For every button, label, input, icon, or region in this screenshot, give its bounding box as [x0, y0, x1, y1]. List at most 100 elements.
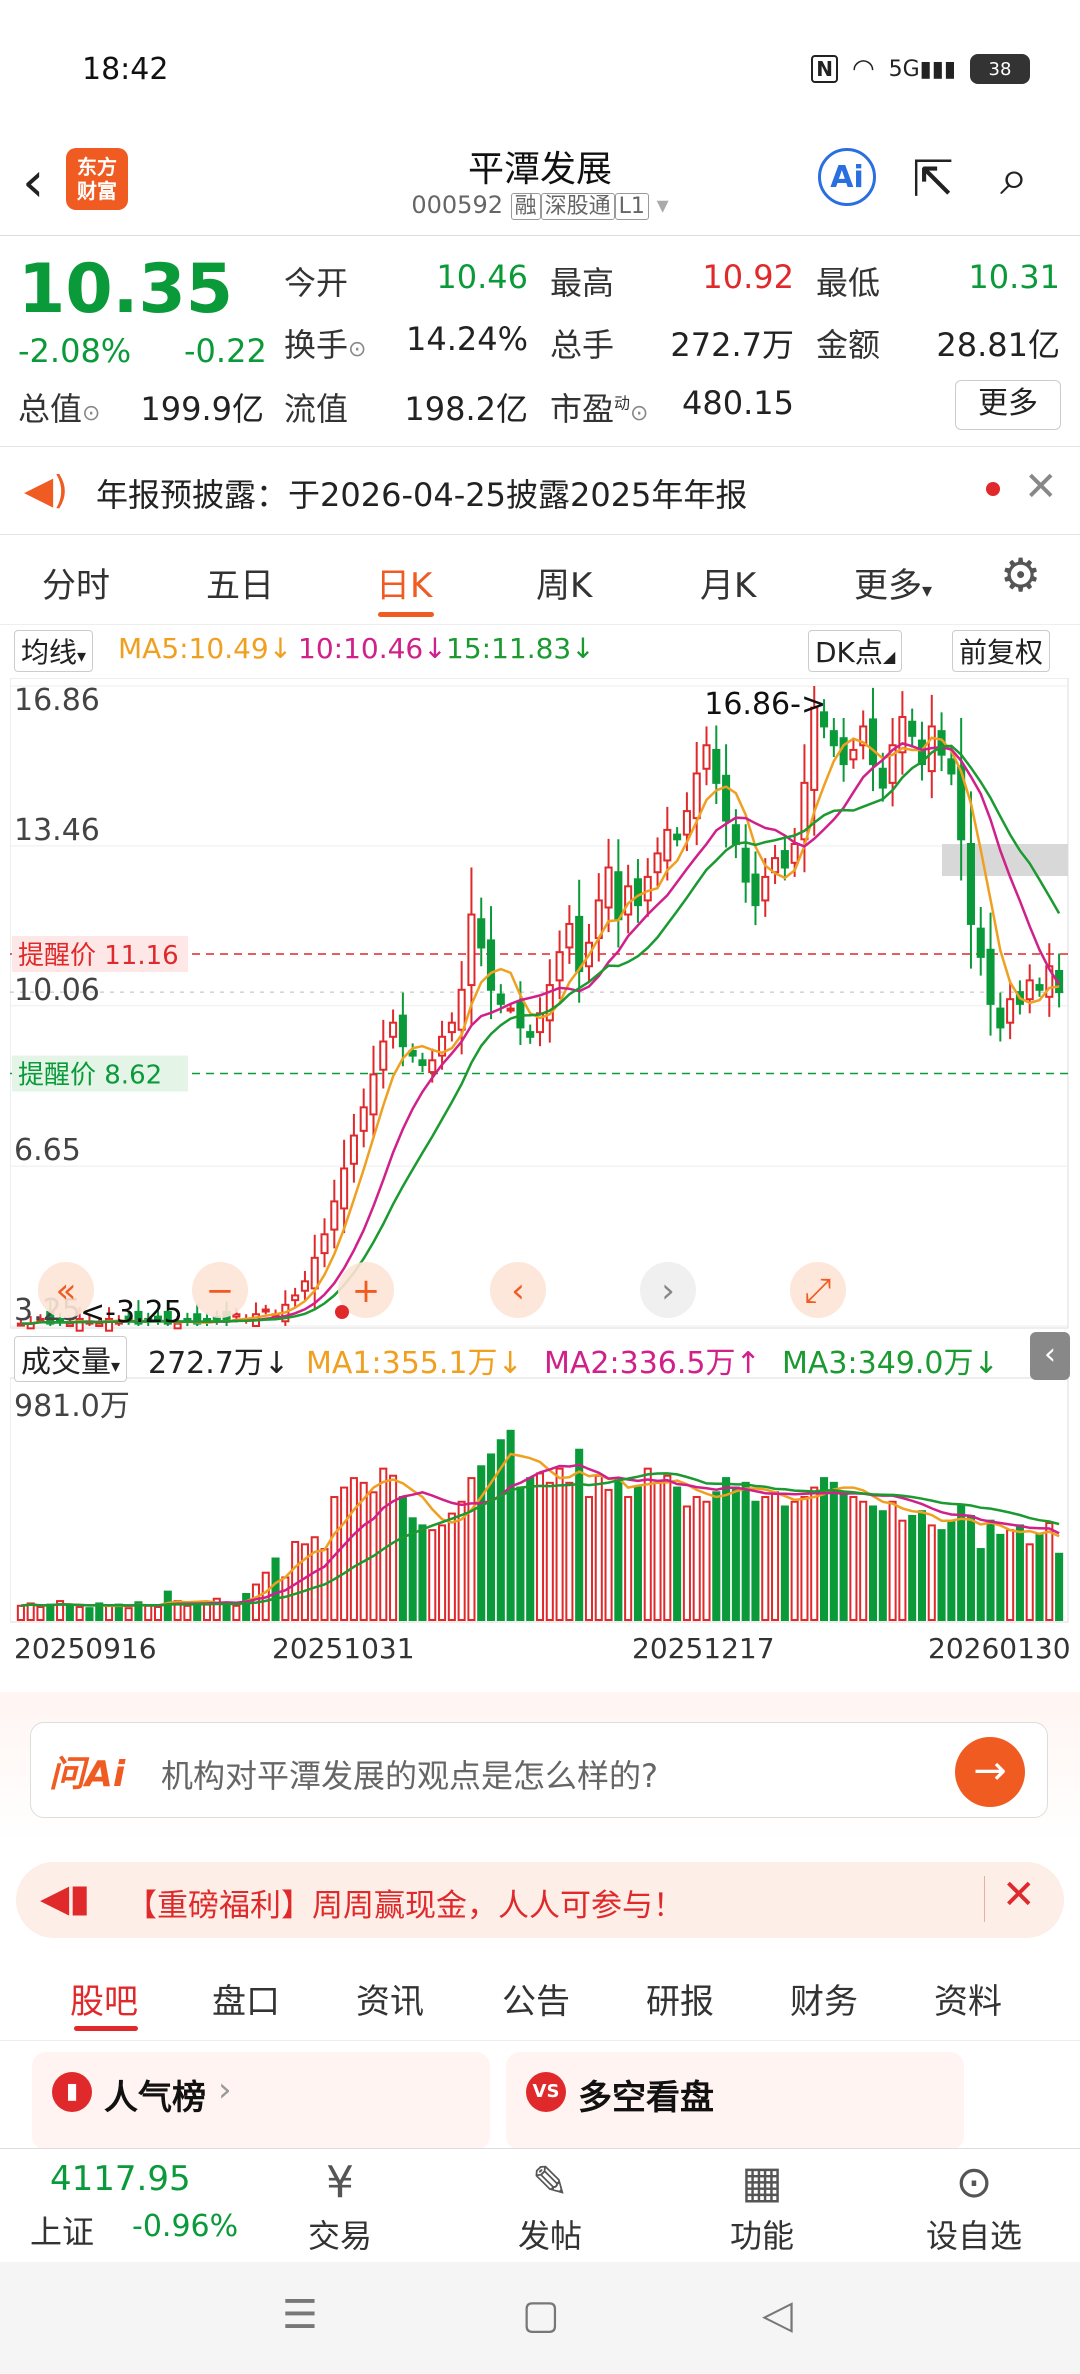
mktcap-label[interactable]: 总值⊙ — [18, 384, 100, 430]
settings-gear-icon[interactable]: ⚙ — [1000, 548, 1042, 602]
close-icon[interactable]: ✕ — [1002, 1872, 1036, 1918]
promo-banner[interactable]: ◀▮ 【重磅福利】周周赢现金，人人可参与！ ✕ — [16, 1862, 1064, 1938]
candle-body — [957, 765, 966, 841]
feature-cards: ▮ 人气榜 › VS 多空看盘 — [0, 2040, 1080, 2150]
popularity-card[interactable]: ▮ 人气榜 › — [32, 2052, 490, 2150]
candle-body — [555, 951, 564, 982]
nav-functions[interactable]: ▦ 功能 — [682, 2157, 842, 2257]
candle-body — [692, 772, 701, 820]
chart-controls[interactable]: « − + ‹ › ⤢ — [38, 1262, 846, 1319]
tab-news[interactable]: 资讯 — [356, 1982, 424, 2022]
step-right-icon[interactable]: › — [640, 1262, 696, 1318]
margin-tag: 融 — [510, 193, 541, 220]
close-icon[interactable]: ✕ — [1024, 464, 1058, 510]
candle-body — [418, 1059, 427, 1067]
app-logo[interactable]: 东方 财富 — [66, 148, 128, 210]
volume-bar — [584, 1496, 594, 1621]
status-bar: 18:42 N ◠ 5G▮▮▮ 38 — [0, 0, 1080, 140]
bull-bear-card[interactable]: VS 多空看盘 — [506, 2052, 964, 2150]
zoom-out-icon[interactable]: − — [192, 1262, 248, 1318]
divider — [984, 1876, 985, 1922]
step-right-icon-bg — [640, 1262, 696, 1318]
ai-button[interactable]: Ai — [818, 148, 876, 206]
candle-body — [457, 988, 466, 1031]
candle-body — [310, 1256, 319, 1290]
volume-bar — [712, 1491, 721, 1621]
zoom-in-icon[interactable]: + — [338, 1262, 394, 1318]
volume-indicator-row: 成交量▾ 272.7万↓ MA1:355.1万↓ MA2:336.5万↑ MA3… — [0, 1332, 1080, 1382]
expand-icon[interactable]: ⤢ — [790, 1262, 846, 1318]
volume-value: 272.7万 — [670, 326, 794, 364]
volume-bar — [810, 1486, 819, 1622]
tab-five-day[interactable]: 五日 — [206, 566, 274, 606]
volume-selector-label: 成交量 — [21, 1345, 111, 1380]
menu-icon[interactable]: ☰ — [282, 2292, 318, 2338]
volume-bar — [134, 1601, 143, 1622]
back-icon[interactable]: ‹ — [22, 150, 45, 215]
tab-more-label: 更多 — [854, 566, 922, 606]
chart-icon: ▮ — [52, 2072, 92, 2112]
nav-functions-label: 功能 — [729, 2217, 794, 2255]
fast-back-icon[interactable]: « — [38, 1262, 94, 1318]
tab-profile[interactable]: 资料 — [934, 1982, 1002, 2022]
corner-icon: ◢ — [882, 647, 896, 666]
tab-monthly-k[interactable]: 月K — [700, 566, 757, 606]
nav-add-watchlist[interactable]: ⊙ 设自选 — [894, 2157, 1054, 2257]
vol-ma2-value: MA2:336.5万↑ — [544, 1346, 761, 1381]
candle-body — [105, 1317, 114, 1332]
nav-trade[interactable]: ¥ 交易 — [260, 2157, 420, 2257]
volume-bar — [976, 1548, 985, 1622]
share-icon[interactable]: ⇱ — [912, 150, 954, 208]
volume-bar — [496, 1439, 505, 1621]
chevron-down-icon: ▾ — [922, 578, 933, 602]
candle-body — [124, 1315, 133, 1320]
more-button[interactable]: 更多 — [955, 380, 1061, 430]
ai-logo: 问Ai — [49, 1754, 126, 1795]
ma-selector[interactable]: 均线▾ — [14, 630, 94, 672]
ma-indicator-row: 均线▾ MA5:10.49↓ 10:10.46↓ 15:11.83↓ DK点◢ … — [0, 626, 1080, 676]
vs-icon: VS — [526, 2072, 566, 2112]
x-tick-label: 20251217 — [632, 1632, 775, 1665]
notice-bar[interactable]: ◀) 年报预披露：于2026-04-25披露2025年年报 ✕ — [0, 446, 1080, 535]
home-icon[interactable]: ▢ — [522, 2292, 560, 2338]
candle-body — [908, 720, 917, 737]
tab-orderbook[interactable]: 盘口 — [212, 1982, 280, 2022]
stock-code-row[interactable]: 000592 融深股通 L1 ▾ — [0, 188, 1080, 220]
tab-intraday[interactable]: 分时 — [42, 566, 110, 606]
fast-back-icon-glyph: « — [56, 1271, 77, 1311]
tab-more[interactable]: 更多▾ — [854, 558, 932, 607]
alert-badge — [12, 936, 188, 973]
tab-forum[interactable]: 股吧 — [70, 1982, 138, 2022]
float-label: 流值 — [284, 390, 349, 428]
index-name: 上证 — [30, 2213, 95, 2251]
step-left-icon[interactable]: ‹ — [490, 1262, 546, 1318]
tab-daily-k[interactable]: 日K — [376, 566, 433, 606]
ai-input-box[interactable]: 问Ai 机构对平潭发展的观点是怎么样的? → — [30, 1722, 1048, 1818]
dk-button[interactable]: DK点◢ — [808, 630, 903, 672]
alert-label: 提醒价 8.62 — [18, 1060, 162, 1090]
turnover-label[interactable]: 换手⊙ — [284, 320, 366, 366]
tab-announcements[interactable]: 公告 — [502, 1982, 570, 2022]
candle-body — [261, 1308, 270, 1313]
arrow-right-icon[interactable]: → — [955, 1737, 1025, 1807]
volume-bar — [408, 1517, 417, 1622]
collapse-icon[interactable]: ‹ — [1030, 1332, 1070, 1380]
nav-post[interactable]: ✎ 发帖 — [470, 2157, 630, 2257]
volume-bar — [614, 1477, 623, 1622]
index-value[interactable]: 4117.95 — [50, 2159, 191, 2199]
back-nav-icon[interactable]: ◁ — [762, 2292, 793, 2338]
tab-finance[interactable]: 财务 — [790, 1982, 858, 2022]
search-icon[interactable]: ⌕ — [1000, 148, 1028, 206]
float-value: 198.2亿 — [404, 390, 528, 428]
pe-label[interactable]: 市盈动⊙ — [550, 384, 648, 430]
tab-weekly-k[interactable]: 周K — [536, 566, 593, 606]
more-circle-icon: ⊙ — [955, 2157, 993, 2208]
tab-research[interactable]: 研报 — [646, 1982, 714, 2022]
volume-selector[interactable]: 成交量▾ — [14, 1336, 128, 1382]
speaker-icon: ◀) — [24, 468, 69, 512]
adjust-button[interactable]: 前复权 — [952, 630, 1051, 672]
candle-body — [134, 1310, 143, 1325]
volume-bar — [36, 1605, 45, 1621]
candle-body — [663, 828, 672, 862]
